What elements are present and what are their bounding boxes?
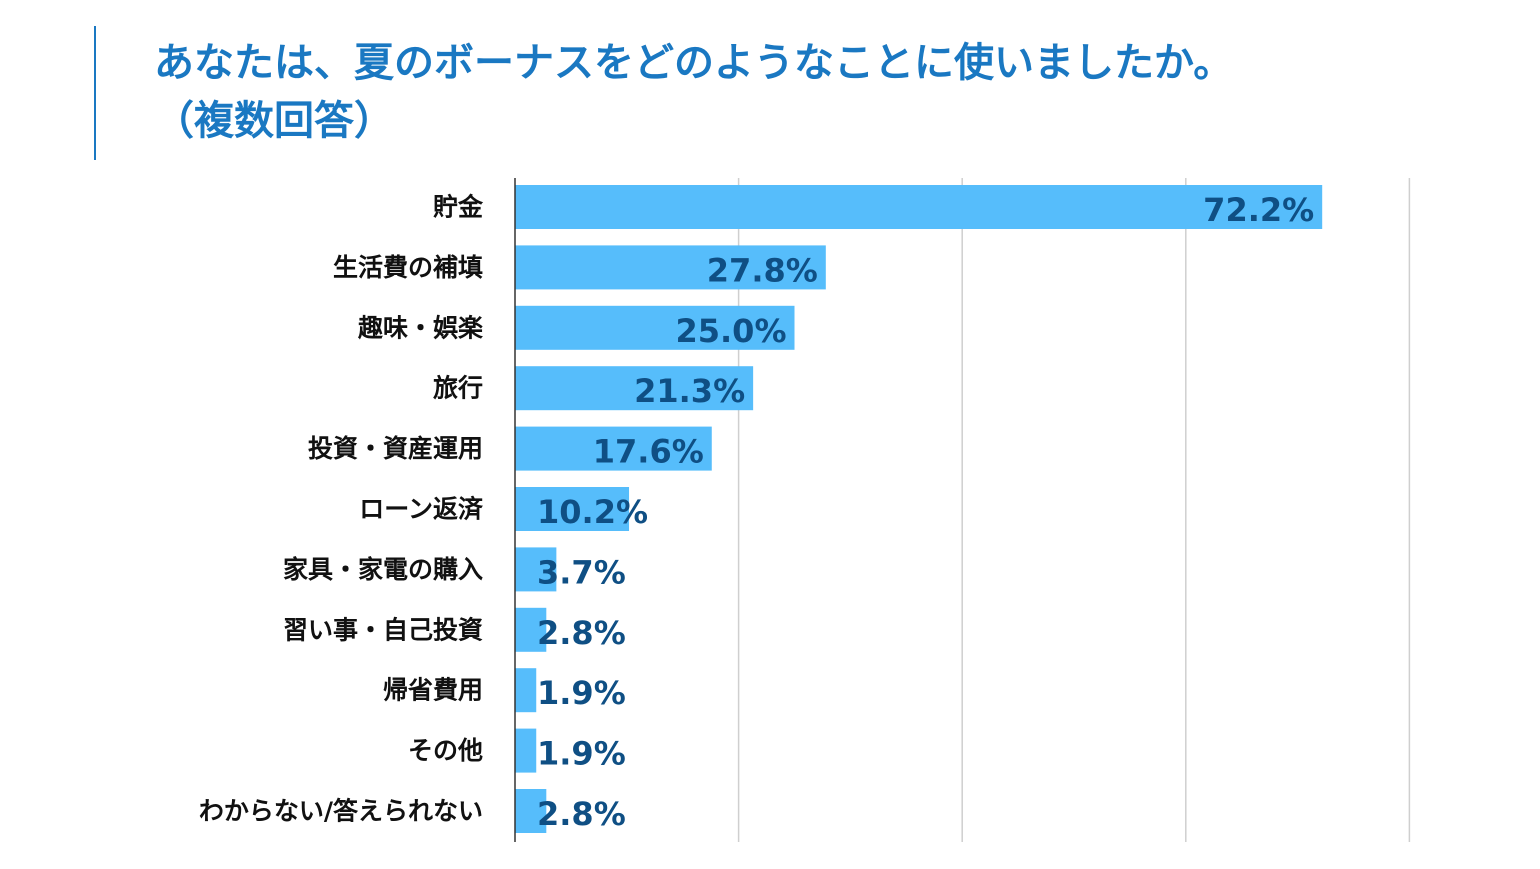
category-label-10: わからない/答えられない (199, 797, 483, 826)
bar-9 (515, 728, 537, 773)
category-labels: 貯金生活費の補填趣味・娯楽旅行投資・資産運用ローン返済家具・家電の購入習い事・自… (199, 193, 484, 826)
value-label-5: 10.2% (537, 493, 648, 531)
value-label-2: 25.0% (675, 312, 786, 350)
bars (515, 185, 1323, 833)
value-label-10: 2.8% (537, 795, 626, 833)
bar-6 (515, 547, 557, 592)
value-label-1: 27.8% (707, 251, 818, 289)
category-label-2: 趣味・娯楽 (357, 313, 484, 342)
bar-0 (515, 185, 1323, 229)
chart-title: あなたは、夏のボーナスをどのようなことに使いましたか。 （複数回答） (154, 40, 1234, 144)
value-label-8: 1.9% (537, 674, 626, 712)
value-label-9: 1.9% (537, 735, 626, 773)
title-accent-line (94, 26, 96, 160)
category-label-4: 投資・資産運用 (308, 434, 483, 463)
value-label-4: 17.6% (593, 433, 704, 471)
bar-3 (515, 366, 754, 411)
bar-10 (515, 789, 547, 833)
category-label-0: 貯金 (433, 193, 484, 222)
category-label-8: 帰省費用 (383, 676, 483, 705)
bar-8 (515, 668, 537, 713)
category-label-3: 旅行 (433, 374, 483, 403)
value-labels: 72.2% 27.8% 25.0% 21.3% 17.6% 10.2% 3.7% 2.8% 1.… (537, 191, 1314, 833)
bar-1 (515, 245, 826, 290)
bar-2 (515, 305, 795, 350)
category-label-9: その他 (408, 736, 483, 765)
category-label-6: 家具・家電の購入 (283, 555, 483, 584)
category-label-5: ローン返済 (359, 495, 484, 524)
value-label-6: 3.7% (537, 553, 626, 591)
category-label-7: 習い事・自己投資 (283, 615, 483, 644)
value-label-3: 21.3% (634, 372, 745, 410)
bar-5 (515, 487, 630, 531)
value-label-7: 2.8% (537, 614, 626, 652)
gridlines (737, 178, 1411, 842)
category-label-1: 生活費の補填 (333, 253, 483, 282)
bar-4 (515, 426, 712, 471)
value-label-0: 72.2% (1203, 191, 1314, 229)
bar-7 (515, 607, 547, 652)
